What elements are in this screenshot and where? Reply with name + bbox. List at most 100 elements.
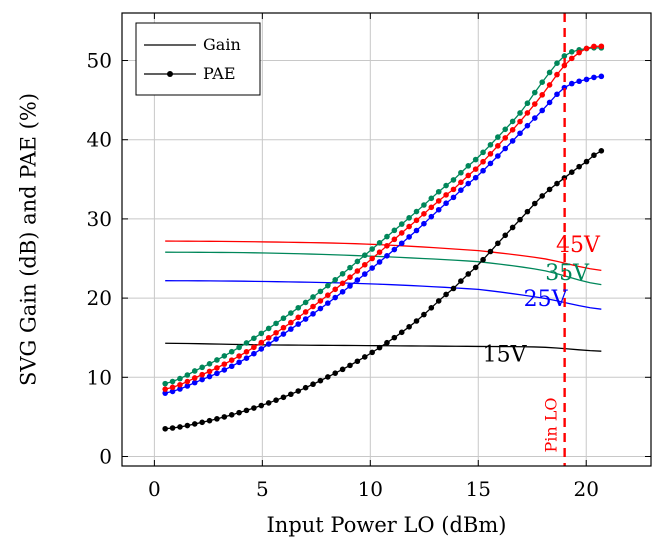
pae-point	[576, 78, 582, 85]
pae-point	[221, 361, 228, 367]
pae-point	[450, 194, 457, 201]
pae-point	[428, 213, 435, 220]
pae-point	[162, 386, 168, 392]
pae-point	[524, 100, 531, 107]
pae-point	[539, 79, 545, 86]
pae-point	[265, 334, 272, 341]
pae-point	[325, 282, 331, 289]
y-tick-label: 10	[87, 365, 112, 389]
pae-point	[339, 270, 346, 277]
pae-point	[517, 110, 523, 116]
pae-point	[302, 309, 309, 315]
pae-point	[554, 60, 560, 67]
pae-point	[532, 200, 538, 207]
pae-point	[398, 221, 405, 227]
pae-point	[162, 380, 168, 387]
pae-point	[243, 407, 250, 414]
pae-point	[332, 294, 339, 301]
pae-point	[265, 341, 272, 347]
pae-point	[169, 388, 176, 395]
pae-point	[406, 324, 412, 330]
pae-point	[406, 234, 412, 240]
pae-point	[502, 135, 509, 141]
pae-point	[480, 149, 486, 156]
pae-point	[539, 107, 545, 114]
pae-point	[465, 180, 472, 187]
pae-point	[184, 383, 191, 389]
pae-point	[391, 236, 398, 243]
pae-point	[273, 336, 279, 342]
x-tick-label: 15	[466, 477, 491, 501]
pae-point	[458, 278, 464, 284]
pae-point	[450, 177, 457, 183]
pae-point	[199, 364, 205, 371]
y-tick-label: 30	[87, 207, 112, 231]
pae-point	[480, 256, 486, 263]
legend-label: PAE	[203, 64, 236, 83]
x-tick-label: 10	[358, 477, 383, 501]
pae-point	[480, 158, 486, 165]
pae-point	[487, 248, 494, 255]
legend-swatch-dot	[167, 71, 173, 77]
pae-point	[310, 311, 316, 317]
pae-point	[184, 422, 191, 429]
pae-point	[568, 49, 575, 55]
pae-point	[169, 384, 176, 391]
pae-series-25V	[162, 73, 605, 396]
pae-series-45V	[162, 43, 605, 392]
pae-point	[317, 298, 324, 304]
pae-point	[384, 252, 390, 259]
pae-point	[450, 285, 457, 292]
pae-point	[347, 274, 353, 280]
pae-point	[428, 305, 435, 311]
pae-point	[251, 335, 257, 342]
pae-point	[443, 200, 449, 207]
pae-point	[251, 350, 257, 357]
pae-point	[214, 370, 220, 377]
y-tick-label: 0	[99, 444, 112, 468]
pae-point	[413, 208, 420, 215]
gain-line-25V	[165, 280, 602, 310]
pae-point	[413, 318, 420, 324]
pae-point	[509, 127, 516, 133]
pae-point	[162, 425, 168, 432]
pae-point	[435, 298, 442, 304]
pae-point	[361, 252, 368, 259]
pae-point	[169, 425, 176, 431]
pae-point	[421, 202, 427, 208]
pae-point	[384, 233, 390, 240]
y-axis-label: SVG Gain (dB) and PAE (%)	[17, 93, 41, 386]
series-label-25V: 25V	[524, 287, 569, 312]
pae-point	[295, 388, 302, 394]
pae-point	[598, 73, 605, 80]
pae-point	[236, 359, 242, 366]
pae-point	[295, 314, 302, 321]
pae-point	[295, 304, 302, 311]
pae-point	[376, 259, 383, 265]
y-tick-label: 50	[87, 49, 112, 73]
pae-point	[413, 227, 420, 234]
y-tick-label: 20	[87, 286, 112, 310]
pae-point	[325, 292, 331, 298]
x-tick-label: 20	[573, 477, 598, 501]
pae-series-15V	[162, 148, 605, 432]
pae-point	[288, 391, 294, 398]
pae-point	[591, 74, 597, 81]
pae-point	[391, 246, 398, 253]
pae-point	[568, 55, 575, 62]
pae-point	[495, 240, 501, 247]
pae-point	[273, 320, 279, 327]
pae-point	[184, 378, 191, 385]
pae-point	[354, 358, 361, 365]
pae-point	[177, 375, 183, 382]
pae-point	[509, 118, 516, 125]
pae-point	[532, 115, 538, 121]
pae-point	[191, 421, 198, 427]
pae-point	[317, 288, 324, 295]
y-tick-label: 40	[87, 128, 112, 152]
pae-point	[384, 242, 390, 249]
pae-point	[554, 71, 560, 78]
pae-point	[376, 240, 383, 246]
pae-point	[509, 224, 516, 231]
pae-line-45V	[165, 45, 602, 390]
